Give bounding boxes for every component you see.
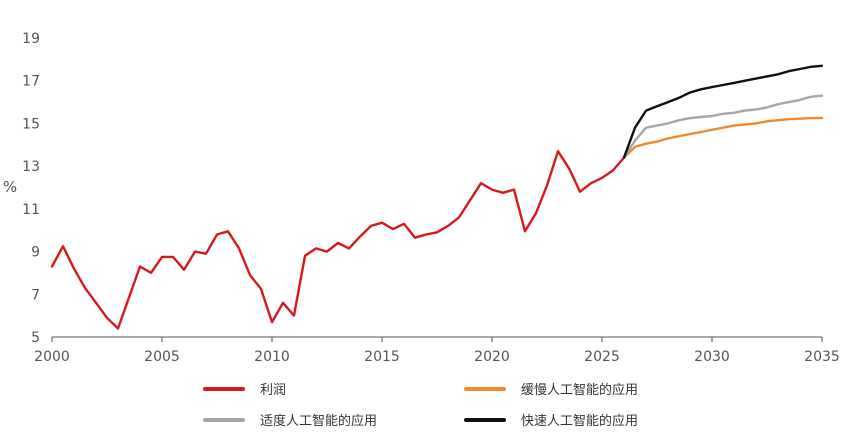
y-tick-label: 19	[22, 31, 40, 47]
series-lines	[50, 64, 824, 330]
y-tick-label: 5	[31, 330, 40, 346]
series-line-3	[622, 94, 824, 159]
series-line-1	[50, 149, 626, 330]
legend-label: 利润	[260, 383, 286, 398]
x-tick-label: 2015	[364, 349, 400, 365]
x-tick-label: 2010	[254, 349, 290, 365]
x-tick-label: 2025	[584, 349, 620, 365]
y-axis-label: %	[3, 178, 17, 196]
x-tick-label: 2035	[804, 349, 840, 365]
series-line-2	[622, 116, 824, 159]
series-line-4	[622, 64, 824, 159]
y-tick-label: 11	[22, 202, 40, 218]
x-tick-label: 2000	[34, 349, 70, 365]
x-tick-labels: 2000 2005 2010 2015 2020 2025 2030 2035	[34, 349, 840, 365]
y-tick-label: 7	[31, 287, 40, 303]
x-tick-label: 2030	[694, 349, 730, 365]
legend-label: 适度人工智能的应用	[260, 413, 377, 429]
y-tick-label: 13	[22, 159, 40, 175]
y-tick-label: 9	[31, 245, 40, 261]
y-tick-label: 17	[22, 74, 40, 90]
y-tick-labels: 5 7 9 11 13 15 17 19	[22, 31, 40, 346]
x-tick-label: 2020	[474, 349, 510, 365]
legend-label: 快速人工智能的应用	[521, 413, 638, 429]
x-tick-marks	[51, 337, 823, 342]
y-tick-label: 15	[22, 116, 40, 132]
legend-label: 缓慢人工智能的应用	[521, 382, 638, 398]
x-tick-label: 2005	[144, 349, 180, 365]
